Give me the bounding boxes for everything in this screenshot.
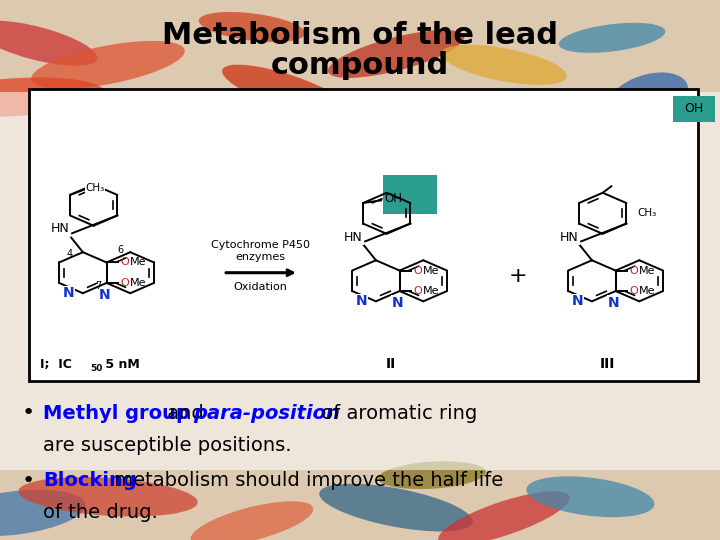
Text: are susceptible positions.: are susceptible positions. [43, 436, 292, 455]
Ellipse shape [0, 490, 86, 536]
Text: HN: HN [50, 222, 69, 235]
Text: Me: Me [639, 286, 656, 296]
Text: HN: HN [343, 231, 362, 244]
Ellipse shape [526, 476, 654, 517]
Text: enzymes: enzymes [235, 252, 286, 261]
Text: and: and [161, 403, 210, 423]
Bar [383, 176, 437, 214]
Text: CH₃: CH₃ [86, 184, 105, 193]
Text: N: N [608, 296, 619, 310]
Text: Methyl group: Methyl group [43, 403, 190, 423]
Text: II: II [386, 357, 396, 372]
Text: 5 nM: 5 nM [101, 358, 140, 371]
Text: Me: Me [423, 266, 440, 275]
Ellipse shape [222, 65, 354, 119]
Ellipse shape [559, 23, 665, 53]
Text: N: N [392, 296, 403, 310]
Text: III: III [599, 357, 615, 372]
Text: 4: 4 [67, 249, 73, 259]
Text: OH: OH [685, 102, 703, 115]
Text: O: O [413, 286, 422, 296]
Text: N: N [356, 294, 367, 308]
Text: Cytochrome P450: Cytochrome P450 [211, 240, 310, 249]
Text: Me: Me [423, 286, 440, 296]
Text: O: O [120, 258, 129, 267]
Text: •: • [22, 403, 35, 423]
Ellipse shape [441, 45, 567, 85]
Text: Me: Me [130, 278, 147, 288]
Text: N: N [63, 286, 74, 300]
Text: N: N [572, 294, 583, 308]
Text: 7: 7 [95, 281, 101, 291]
Text: •: • [22, 470, 35, 491]
Text: of aromatic ring: of aromatic ring [315, 403, 477, 423]
Ellipse shape [378, 461, 486, 489]
Text: Blocking: Blocking [43, 471, 137, 490]
Ellipse shape [31, 41, 185, 89]
Text: of the drug.: of the drug. [43, 503, 158, 523]
Text: Me: Me [639, 266, 656, 275]
Text: Metabolism of the lead: Metabolism of the lead [162, 21, 558, 50]
Text: HN: HN [559, 231, 578, 244]
Ellipse shape [191, 501, 313, 540]
Text: N: N [99, 288, 110, 302]
Text: 6: 6 [117, 245, 123, 255]
Ellipse shape [0, 77, 104, 117]
Ellipse shape [328, 30, 464, 78]
Text: O: O [629, 286, 638, 296]
Bar [29, 89, 698, 381]
Bar [0, 92, 720, 470]
Bar [673, 96, 715, 122]
Text: CH₃: CH₃ [637, 208, 657, 218]
Ellipse shape [319, 484, 473, 531]
Text: O: O [120, 278, 129, 288]
Ellipse shape [438, 491, 570, 540]
Text: O: O [413, 266, 422, 275]
Text: Oxidation: Oxidation [234, 282, 287, 292]
Ellipse shape [18, 477, 198, 517]
Text: Me: Me [130, 258, 147, 267]
Text: +: + [509, 266, 528, 287]
Ellipse shape [0, 21, 97, 66]
Text: I;  IC: I; IC [40, 358, 71, 371]
Text: O: O [629, 266, 638, 275]
Text: 50: 50 [90, 364, 102, 373]
Text: OH: OH [384, 192, 402, 205]
Text: para-position: para-position [193, 403, 340, 423]
Ellipse shape [199, 12, 305, 42]
Ellipse shape [608, 72, 688, 122]
Text: metabolism should improve the half life: metabolism should improve the half life [108, 471, 503, 490]
Text: compound: compound [271, 51, 449, 80]
